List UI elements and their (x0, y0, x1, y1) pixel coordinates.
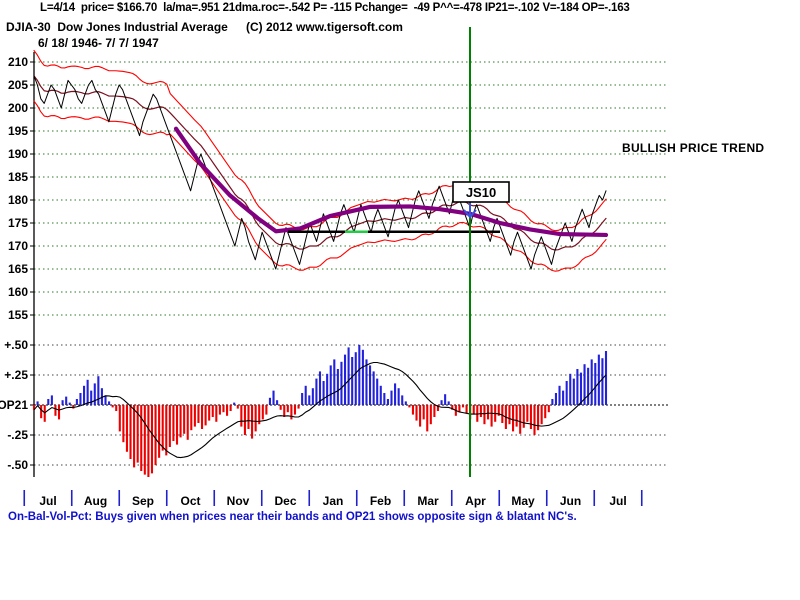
price-y-tick: 195 (8, 124, 28, 138)
price-y-tick: 200 (8, 101, 28, 115)
op21-y-tick: +.50 (4, 338, 28, 352)
price-y-tick: 180 (8, 193, 28, 207)
month-tick-label: Sep (132, 494, 154, 508)
op21-smooth-line (33, 361, 607, 459)
price-y-labels: 210 205 200 195 190 185 180 175 170 165 160 155 (8, 55, 28, 322)
js10-label-text: JS10 (466, 185, 496, 200)
symbol-title: DJIA-30 Dow Jones Industrial Average (6, 20, 228, 34)
month-tick-label: May (511, 494, 535, 508)
price-series-group (33, 49, 609, 272)
purple-trend-line (173, 126, 609, 238)
month-tick-label: Jun (560, 494, 581, 508)
date-range-label: 6/ 18/ 1946- 7/ 7/ 1947 (38, 36, 159, 50)
op21-bars (32, 345, 608, 477)
month-tick-label: Apr (465, 494, 486, 508)
month-tick-label: Nov (227, 494, 250, 508)
price-y-tick: 190 (8, 147, 28, 161)
price-y-tick: 210 (8, 55, 28, 69)
copyright-text: (C) 2012 www.tigersoft.com (246, 20, 403, 34)
footer-caption: On-Bal-Vol-Pct: Buys given when prices n… (8, 511, 577, 523)
price-y-tick: 185 (8, 170, 28, 184)
price-y-tick: 155 (8, 308, 28, 322)
month-tick-label: Mar (417, 494, 439, 508)
op21-y-tick: +.25 (4, 368, 28, 382)
price-y-tick: 165 (8, 262, 28, 276)
month-tick-label: Jul (609, 494, 626, 508)
stats-line: L=4/14 price= $166.70 la/ma=.951 21dma.r… (40, 2, 630, 14)
price-y-tick: 160 (8, 285, 28, 299)
price-axis (30, 52, 35, 337)
price-y-tick: 175 (8, 216, 28, 230)
x-axis: Jul Aug Sep Oct Nov Dec Jan Feb Mar Apr May Jun Jul (23, 490, 643, 508)
op21-y-tick: -.50 (7, 458, 28, 472)
price-y-tick: 170 (8, 239, 28, 253)
month-tick-label: Aug (84, 494, 107, 508)
month-tick-label: Dec (274, 494, 296, 508)
month-tick-label: Jul (39, 494, 56, 508)
month-tick-label: Jan (323, 494, 344, 508)
month-tick-label: Oct (180, 494, 200, 508)
price-grid (34, 61, 668, 316)
op21-y-labels: +.50 +.25 OP21 -.25 -.50 (0, 338, 28, 472)
op21-y-tick: -.25 (7, 428, 28, 442)
month-tick-label: Feb (370, 494, 391, 508)
bullish-price-trend-label: BULLISH PRICE TREND (622, 141, 765, 155)
js10-label-box[interactable]: JS10 (452, 181, 510, 219)
price-y-tick: 205 (8, 78, 28, 92)
op21-y-tick: OP21 (0, 398, 28, 412)
